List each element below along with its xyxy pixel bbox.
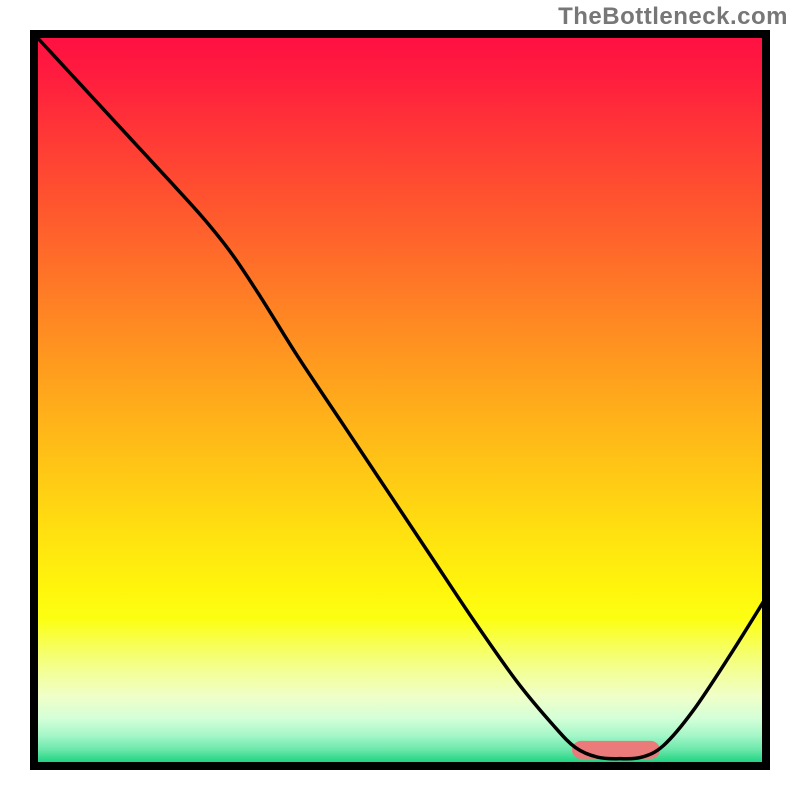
bottleneck-chart <box>0 0 800 800</box>
chart-container: TheBottleneck.com <box>0 0 800 800</box>
chart-background <box>34 34 766 766</box>
